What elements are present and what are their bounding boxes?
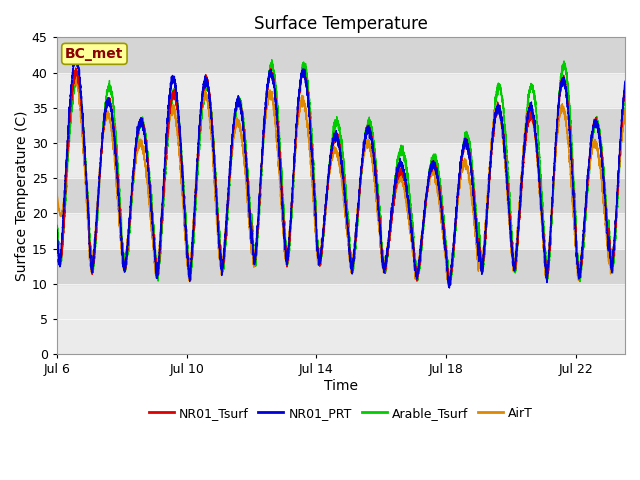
NR01_Tsurf <box>410 257 418 263</box>
AirT <box>419 225 427 230</box>
Y-axis label: Surface Temperature (C): Surface Temperature (C) <box>15 110 29 281</box>
Bar <box>57 108 625 143</box>
Arable_Tsurf <box>86 237 94 243</box>
Arable_Tsurf <box>628 78 636 84</box>
AirT <box>72 72 80 78</box>
AirT <box>637 350 640 356</box>
NR01_PRT <box>86 254 94 260</box>
Arable_Tsurf <box>53 215 61 220</box>
Bar <box>57 37 625 72</box>
Bar <box>57 249 625 284</box>
NR01_PRT <box>209 140 217 146</box>
Arable_Tsurf <box>268 57 276 62</box>
Arable_Tsurf <box>419 228 427 234</box>
AirT <box>209 161 217 167</box>
NR01_Tsurf <box>637 350 640 356</box>
Title: Surface Temperature: Surface Temperature <box>254 15 428 33</box>
Text: BC_met: BC_met <box>65 47 124 61</box>
Line: Arable_Tsurf: Arable_Tsurf <box>57 60 640 355</box>
NR01_Tsurf <box>209 132 217 138</box>
Line: AirT: AirT <box>57 75 640 353</box>
NR01_PRT <box>53 223 61 228</box>
NR01_Tsurf <box>86 247 94 252</box>
NR01_PRT <box>72 52 80 58</box>
AirT <box>410 265 418 271</box>
Arable_Tsurf <box>514 238 522 244</box>
NR01_Tsurf <box>72 65 79 71</box>
Bar <box>57 178 625 213</box>
NR01_PRT <box>410 259 418 265</box>
Legend: NR01_Tsurf, NR01_PRT, Arable_Tsurf, AirT: NR01_Tsurf, NR01_PRT, Arable_Tsurf, AirT <box>143 402 538 424</box>
NR01_Tsurf <box>53 260 61 265</box>
NR01_PRT <box>637 351 640 357</box>
NR01_Tsurf <box>419 229 427 235</box>
AirT <box>628 122 636 128</box>
X-axis label: Time: Time <box>324 379 358 393</box>
Line: NR01_PRT: NR01_PRT <box>57 55 640 354</box>
AirT <box>514 221 522 227</box>
NR01_Tsurf <box>628 84 636 89</box>
AirT <box>53 189 61 195</box>
NR01_PRT <box>628 86 636 92</box>
Arable_Tsurf <box>410 247 418 253</box>
Arable_Tsurf <box>209 129 217 135</box>
NR01_Tsurf <box>514 231 522 237</box>
Arable_Tsurf <box>637 352 640 358</box>
AirT <box>86 256 94 262</box>
Line: NR01_Tsurf: NR01_Tsurf <box>57 68 640 353</box>
NR01_PRT <box>514 228 522 233</box>
NR01_PRT <box>419 225 427 231</box>
